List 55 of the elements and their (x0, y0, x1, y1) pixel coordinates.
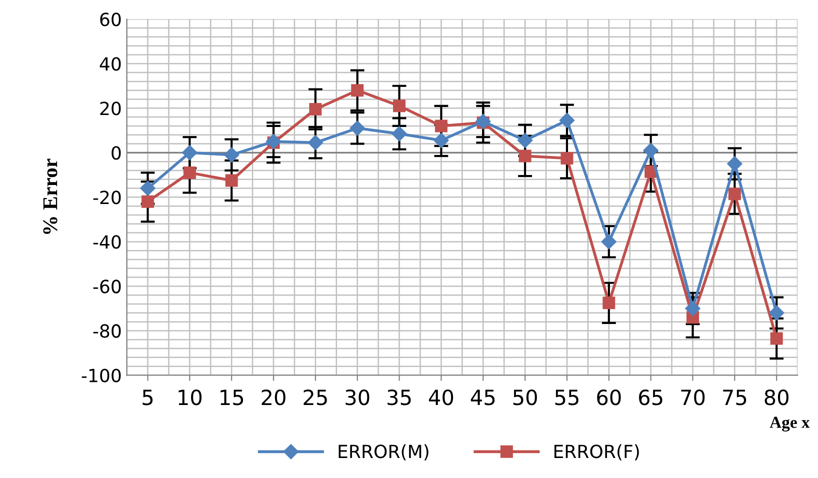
x-tick-label: 75 (723, 390, 746, 406)
point (434, 132, 449, 148)
x-tick-label: 10 (178, 389, 202, 406)
x-tick-label: 35 (388, 389, 411, 406)
x-tick-label: 70 (681, 389, 705, 406)
point (351, 84, 364, 97)
point (643, 142, 658, 158)
x-tick-label: 45 (470, 390, 495, 406)
y-tick-label: 20 (100, 102, 121, 116)
x-tick-label: 50 (513, 389, 537, 406)
point (560, 152, 574, 164)
x-tick-label: 65 (639, 389, 662, 406)
point (518, 150, 532, 162)
y-tick-label: -100 (82, 368, 121, 382)
y-tick-label: -60 (93, 280, 121, 294)
y-tick-label: -40 (93, 235, 121, 249)
y-tick-label: 40 (100, 57, 121, 71)
point (602, 296, 616, 310)
point (685, 300, 700, 316)
point (183, 166, 196, 179)
point (392, 126, 407, 142)
legend-label: ERROR(M) (338, 444, 428, 460)
x-tick-label: 5 (142, 390, 153, 406)
point (393, 100, 406, 112)
point (728, 188, 741, 200)
x-axis-title: Age x (770, 416, 810, 432)
y-tick-label: 60 (100, 12, 121, 26)
point (770, 332, 783, 345)
point (309, 103, 322, 116)
point (140, 180, 156, 196)
legend-label: ERROR(F) (554, 444, 639, 460)
x-tick-label: 40 (428, 389, 454, 406)
point (308, 135, 324, 150)
x-tick-label: 30 (346, 389, 370, 406)
point (517, 132, 533, 148)
x-tick-label: 80 (764, 389, 788, 406)
y-tick-label: -20 (93, 190, 121, 204)
y-tick-label: 0 (112, 146, 121, 160)
x-tick-label: 60 (597, 389, 621, 406)
point (727, 156, 742, 172)
point (350, 120, 365, 136)
point (142, 195, 154, 208)
point (434, 120, 448, 132)
point (601, 234, 616, 250)
y-tick-label: -80 (93, 324, 121, 338)
point (225, 174, 238, 187)
x-tick-label: 55 (555, 390, 578, 406)
point (769, 305, 784, 320)
point (182, 145, 198, 160)
x-tick-label: 25 (304, 389, 327, 406)
point (224, 147, 240, 162)
x-tick-label: 15 (220, 390, 244, 406)
y-axis-title: % Error (43, 158, 58, 234)
point (559, 112, 575, 128)
x-tick-label: 20 (262, 389, 286, 406)
